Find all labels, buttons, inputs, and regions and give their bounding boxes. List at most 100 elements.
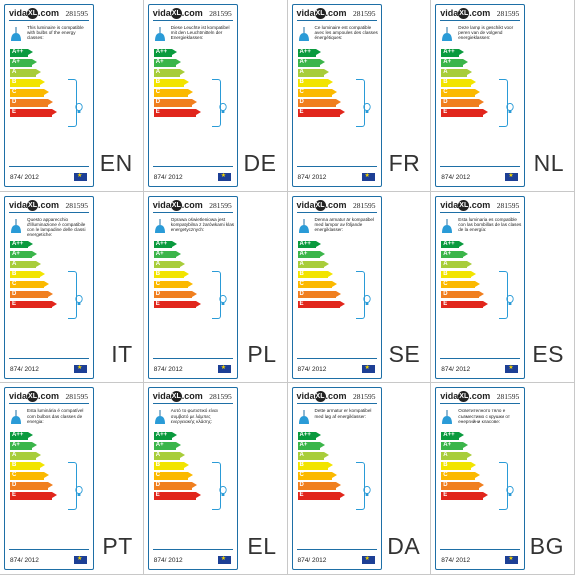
compatible-range-bracket <box>211 79 221 127</box>
eu-flag-icon <box>361 555 375 565</box>
light-bulb-icon <box>75 103 83 113</box>
energy-class-scale: A++ A+ A B C D E <box>10 432 57 502</box>
energy-class-bar: E <box>153 108 201 117</box>
light-bulb-icon <box>219 294 227 305</box>
compatibility-text: Осветителното тяло е съвместимо с крушки… <box>458 408 510 424</box>
compatibility-text: Deze lamp is geschikt voor peren van de … <box>458 25 514 41</box>
compatibility-text: Questo apparecchio d'illuminazione è com… <box>27 216 86 238</box>
compatibility-text: This luminaire is compatible with bulbs … <box>27 25 84 41</box>
energy-class-scale: A++ A+ A B C D E <box>441 240 489 311</box>
energy-class-bar: A <box>10 68 41 77</box>
energy-label-card: vidaXL.com 281595 Diese Leuchte ist kompat… <box>147 4 238 187</box>
energy-class-bar: A++ <box>10 432 33 440</box>
energy-class-bar: B <box>153 270 189 279</box>
energy-class-bar: A <box>441 68 473 77</box>
divider <box>152 357 233 359</box>
energy-class-bar: A++ <box>441 240 465 249</box>
brand-logo: vidaXL.com <box>440 391 491 403</box>
product-code: 281595 <box>496 9 520 18</box>
energy-class-bar: C <box>297 472 337 480</box>
compatibility-text: Denna armatur är kompatibel med lampor a… <box>314 216 375 233</box>
compatible-range-bracket <box>499 270 509 319</box>
energy-class-bar: B <box>297 78 333 87</box>
compatible-range-bracket <box>499 462 509 511</box>
light-bulb-icon <box>75 294 83 305</box>
energy-class-bar: C <box>10 88 49 97</box>
eu-flag-icon <box>217 172 231 181</box>
compatibility-text: Oprawa oświetleniowa jest kompatybilna z… <box>170 216 235 233</box>
energy-class-scale: A++ A+ A B C D E <box>10 240 57 311</box>
language-code: PL <box>247 341 277 368</box>
divider <box>440 403 521 405</box>
compatible-range-bracket <box>68 79 77 127</box>
brand-logo: vidaXL.com <box>152 8 203 20</box>
language-code: DA <box>387 532 421 559</box>
energy-label-card: vidaXL.com 281595 Deze lamp is geschikt vo… <box>435 4 526 187</box>
energy-class-bar: A++ <box>10 240 33 249</box>
light-bulb-icon <box>362 486 371 497</box>
divider <box>152 166 233 167</box>
brand-logo: vidaXL.com <box>152 391 203 403</box>
divider <box>152 20 233 21</box>
energy-class-bar: D <box>153 482 197 490</box>
compatible-range-bracket <box>68 462 77 511</box>
energy-class-bar: A++ <box>441 432 465 440</box>
energy-class-bar: D <box>10 98 53 107</box>
energy-class-bar: E <box>441 108 489 117</box>
energy-class-scale: A++ A+ A B C D E <box>153 49 201 119</box>
energy-class-scale: A++ A+ A B C D E <box>441 432 489 502</box>
energy-class-bar: B <box>441 270 477 279</box>
divider <box>440 357 521 359</box>
energy-label-card: vidaXL.com 281595 Ce luminaire est compati… <box>291 4 382 187</box>
label-cell-pt: vidaXL.com 281595 Esta luminária é compatí… <box>0 383 144 575</box>
ceiling-lamp-icon <box>442 410 453 425</box>
divider <box>9 20 89 21</box>
light-bulb-icon <box>506 294 514 305</box>
divider <box>152 403 233 405</box>
light-bulb-icon <box>75 486 83 497</box>
label-cell-pl: vidaXL.com 281595 Oprawa oświetleniowa jes… <box>143 191 288 384</box>
energy-class-bar: A+ <box>10 442 37 450</box>
energy-class-bar: A++ <box>10 49 33 57</box>
energy-class-bar: E <box>10 492 57 500</box>
energy-class-bar: B <box>441 462 477 470</box>
compatible-range-bracket <box>68 270 77 319</box>
language-code: PT <box>102 532 133 559</box>
light-bulb-icon <box>362 103 371 113</box>
energy-class-bar: E <box>297 300 345 309</box>
energy-class-bar: E <box>297 108 345 117</box>
energy-class-bar: B <box>10 270 45 279</box>
language-code: NL <box>533 149 564 176</box>
light-bulb-icon <box>362 294 371 305</box>
product-code: 281595 <box>496 200 520 210</box>
label-cell-bg: vidaXL.com 281595 Осветителното тяло е съв… <box>431 383 575 575</box>
language-code: FR <box>388 149 421 176</box>
energy-class-bar: A++ <box>297 240 321 249</box>
compatibility-text: Diese Leuchte ist kompatibel mit den Leu… <box>170 25 230 41</box>
energy-label-card: vidaXL.com 281595 Esta luminária é compatí… <box>4 387 94 571</box>
divider <box>9 549 89 551</box>
energy-class-bar: B <box>153 462 189 470</box>
energy-class-bar: C <box>297 88 337 97</box>
energy-class-bar: A+ <box>441 58 469 67</box>
language-code: BG <box>529 532 564 559</box>
eu-flag-icon <box>361 364 375 373</box>
compatible-range-bracket <box>355 270 365 319</box>
energy-label-card: vidaXL.com 281595 This luminaire is compat… <box>4 4 94 187</box>
compatible-range-bracket <box>211 270 221 319</box>
product-code: 281595 <box>65 200 89 210</box>
brand-logo: vidaXL.com <box>296 199 347 211</box>
divider <box>9 357 89 359</box>
ceiling-lamp-icon <box>298 218 309 233</box>
regulation-number: 874/ 2012 <box>10 174 39 181</box>
regulation-number: 874/ 2012 <box>10 557 39 565</box>
energy-class-scale: A++ A+ A B C D E <box>297 432 345 502</box>
energy-class-bar: C <box>10 280 49 289</box>
brand-logo: vidaXL.com <box>296 8 347 20</box>
energy-class-bar: E <box>10 108 57 117</box>
ceiling-lamp-icon <box>154 410 165 425</box>
energy-class-bar: C <box>441 88 481 97</box>
ceiling-lamp-icon <box>154 218 165 233</box>
energy-class-bar: D <box>10 290 53 299</box>
regulation-number: 874/ 2012 <box>441 365 471 373</box>
